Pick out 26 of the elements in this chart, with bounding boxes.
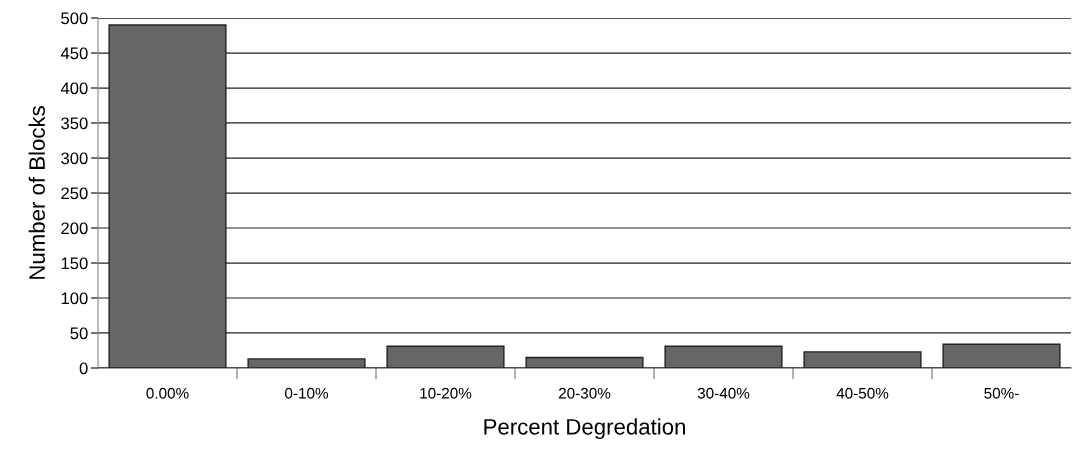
bar [664, 345, 783, 368]
x-tick-label: 40-50% [836, 387, 889, 399]
y-tick-label: 400 [60, 82, 88, 95]
bar [386, 345, 505, 368]
bar [803, 351, 922, 368]
y-tick-label: 0 [79, 362, 88, 375]
bar [942, 343, 1061, 368]
y-tick-label: 100 [61, 292, 88, 305]
x-tick-label: 50%- [984, 387, 1019, 399]
x-tick-label: 30-40% [697, 387, 750, 399]
y-tick-label: 300 [61, 152, 88, 165]
x-tick-label: 20-30% [558, 387, 611, 399]
y-tick-label: 150 [61, 257, 88, 270]
y-tick-label: 450 [60, 47, 88, 60]
y-tick-label: 500 [61, 12, 88, 25]
bar [525, 356, 644, 368]
y-tick-label: 350 [61, 117, 88, 130]
y-tick-label: 200 [61, 222, 88, 235]
x-axis-title: Percent Degredation [484, 418, 685, 440]
bar [247, 358, 366, 368]
x-tick-label: 0.00% [146, 387, 189, 399]
y-tick-label: 50 [70, 327, 88, 340]
y-tick-label: 250 [61, 187, 88, 200]
y-axis-title: Number of Blocks [28, 106, 45, 279]
x-tick-label: 0-10% [285, 387, 329, 399]
x-tick-label: 10-20% [420, 387, 472, 399]
